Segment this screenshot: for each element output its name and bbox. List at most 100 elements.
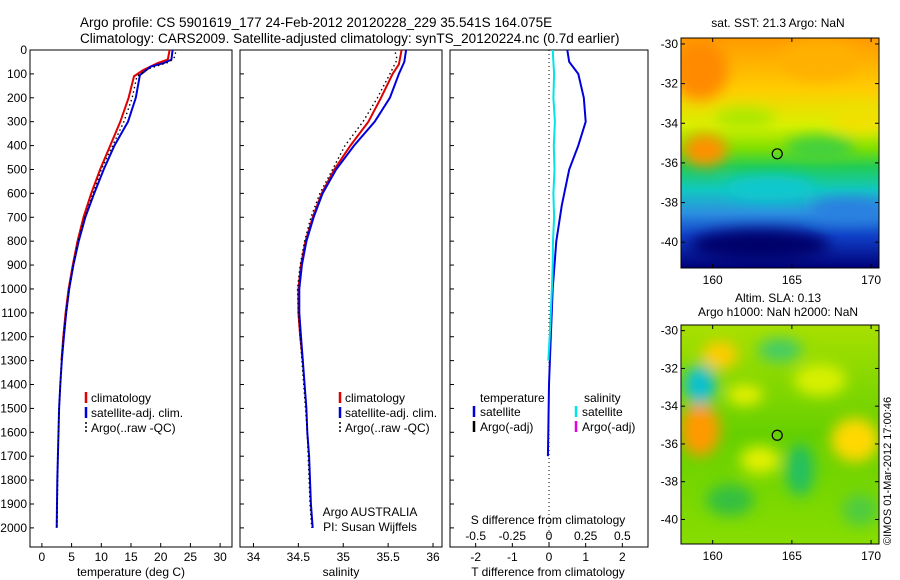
x-tick-label: 30 — [213, 550, 227, 564]
salinity-axes — [239, 49, 443, 548]
x-tick-label: 20 — [154, 550, 168, 564]
map-y-tick-label: -34 — [661, 116, 679, 130]
legend-argo-label: Argo(..raw -QC) — [345, 421, 430, 435]
legend-t-satellite-label: satellite — [480, 405, 521, 419]
y-tick-label: 200 — [7, 91, 27, 105]
y-tick-label: 300 — [7, 115, 27, 129]
map-y-tick-label: -38 — [661, 475, 679, 489]
temperature-axes — [29, 49, 233, 548]
x-tick-label: 25 — [184, 550, 198, 564]
map-y-tick-label: -40 — [661, 512, 679, 526]
x-tick-label: 0 — [546, 550, 553, 564]
salinity-tick-labels: 34 34.5 35 35.5 36 — [247, 543, 440, 564]
salinity-xlabel: salinity — [323, 565, 360, 579]
temperature-xlabel: temperature (deg C) — [77, 565, 185, 579]
map-y-tick-label: -30 — [661, 37, 679, 51]
salinity-profiles — [240, 49, 408, 529]
y-tick-label: 1500 — [0, 401, 27, 415]
x-tick-label: 15 — [124, 550, 138, 564]
map-x-tick-label: 160 — [703, 273, 723, 287]
map-y-tick-label: -30 — [661, 324, 679, 338]
y-tick-label: 1700 — [0, 449, 27, 463]
sst-argo-location-marker — [771, 148, 783, 160]
x-tick-label: 10 — [95, 550, 109, 564]
y-tick-label: 1300 — [0, 354, 27, 368]
x-tick-label: 34.5 — [287, 550, 311, 564]
sst-map-ticks: 160 165 170 -30 -32 -34 -36 -38 -40 — [661, 37, 882, 287]
s-tick-label: 0.5 — [614, 529, 631, 543]
legend-argo-label: Argo(..raw -QC) — [91, 421, 176, 435]
x-tick-label: -1 — [507, 550, 518, 564]
series-s-satellite — [547, 49, 556, 361]
sst-map-panel: sat. SST: 21.3 Argo: NaN 160 165 170 -30 -32… — [661, 16, 882, 287]
copyright-stamp: ©IMOS 01-Mar-2012 17:00:46 — [882, 397, 894, 545]
x-tick-label: 36 — [426, 550, 440, 564]
y-tick-label: 900 — [7, 258, 27, 272]
sla-map-ticks: 160 165 170 -30 -32 -34 -36 -38 -40 — [661, 324, 882, 563]
y-tick-label: 2000 — [0, 521, 27, 535]
series-t-satellite — [546, 49, 587, 457]
difference-profiles — [450, 49, 587, 529]
x-tick-label: 35.5 — [376, 550, 400, 564]
map-y-tick-label: -36 — [661, 437, 679, 451]
sla-heatmap — [681, 325, 879, 544]
x-tick-label: 35 — [337, 550, 351, 564]
x-tick-label: 1 — [582, 550, 589, 564]
credit-line2: PI: Susan Wijffels — [323, 520, 417, 534]
y-tick-label: 400 — [7, 139, 27, 153]
map-y-tick-label: -40 — [661, 235, 679, 249]
map-x-tick-label: 160 — [703, 549, 723, 563]
s-difference-xlabel: S difference from climatology — [471, 513, 626, 527]
sla-map-panel: Altim. SLA: 0.13 Argo h1000: NaN h2000: … — [661, 291, 882, 563]
y-tick-label: 500 — [7, 162, 27, 176]
series-argo-raw-qc- — [56, 52, 177, 528]
legend-climatology-label: climatology — [345, 391, 405, 405]
sst-map-title: sat. SST: 21.3 Argo: NaN — [711, 16, 844, 30]
legend-satellite-label: satellite-adj. clim. — [91, 406, 183, 420]
y-tick-label: 1000 — [0, 282, 27, 296]
series-satellite-adj-clim- — [298, 49, 408, 528]
temperature-profiles — [55, 49, 177, 528]
y-tick-label: 0 — [20, 43, 27, 57]
map-y-tick-label: -32 — [661, 361, 679, 375]
s-tick-label: -0.25 — [499, 529, 527, 543]
y-tick-label: 1800 — [0, 473, 27, 487]
s-tick-label: 0.25 — [574, 529, 598, 543]
legend-s-satellite-label: satellite — [582, 405, 623, 419]
map-y-tick-label: -36 — [661, 156, 679, 170]
t-difference-xlabel: T difference from climatology — [471, 565, 625, 579]
map-x-tick-label: 170 — [861, 273, 881, 287]
salinity-panel: 34 34.5 35 35.5 36 climatology satellite-adj… — [239, 49, 443, 579]
sla-map-title-line1: Altim. SLA: 0.13 — [735, 291, 821, 305]
y-tick-label: 1400 — [0, 378, 27, 392]
y-tick-label: 1600 — [0, 425, 27, 439]
x-tick-label: 0 — [39, 550, 46, 564]
s-difference-tick-labels: -0.5 -0.25 0 0.25 0.5 — [465, 529, 631, 543]
map-x-tick-label: 170 — [861, 549, 881, 563]
temperature-panel: 0100200300400500600700800900100011001200… — [0, 43, 233, 579]
legend-salinity-title: salinity — [584, 391, 621, 405]
x-tick-label: 2 — [619, 550, 626, 564]
y-tick-label: 600 — [7, 186, 27, 200]
x-tick-label: 5 — [68, 550, 75, 564]
salinity-legend: climatology satellite-adj. clim. Argo(..… — [338, 391, 437, 435]
y-tick-label: 700 — [7, 210, 27, 224]
map-x-tick-label: 165 — [782, 549, 802, 563]
s-tick-label: 0 — [546, 529, 553, 543]
y-tick-label: 800 — [7, 234, 27, 248]
legend-t-argo-label: Argo(-adj) — [480, 420, 533, 434]
legend-s-argo-label: Argo(-adj) — [582, 420, 635, 434]
x-tick-label: -2 — [470, 550, 481, 564]
sla-map-title-line2: Argo h1000: NaN h2000: NaN — [698, 305, 858, 319]
x-tick-label: 34 — [247, 550, 261, 564]
map-y-tick-label: -32 — [661, 77, 679, 91]
map-y-tick-label: -34 — [661, 399, 679, 413]
sla-argo-location-marker — [771, 429, 783, 441]
map-y-tick-label: -38 — [661, 196, 679, 210]
temperature-legend: climatology satellite-adj. clim. Argo(..… — [84, 391, 183, 435]
t-difference-tick-labels: -2 -1 0 1 2 — [470, 543, 626, 564]
credit-line1: Argo AUSTRALIA — [323, 505, 418, 519]
depth-tick-labels: 0 100 200 300 400 500 600 700 800 900 1000 1100 1200… — [0, 43, 34, 535]
temperature-tick-labels: 0 5 10 15 20 25 30 — [39, 543, 227, 564]
